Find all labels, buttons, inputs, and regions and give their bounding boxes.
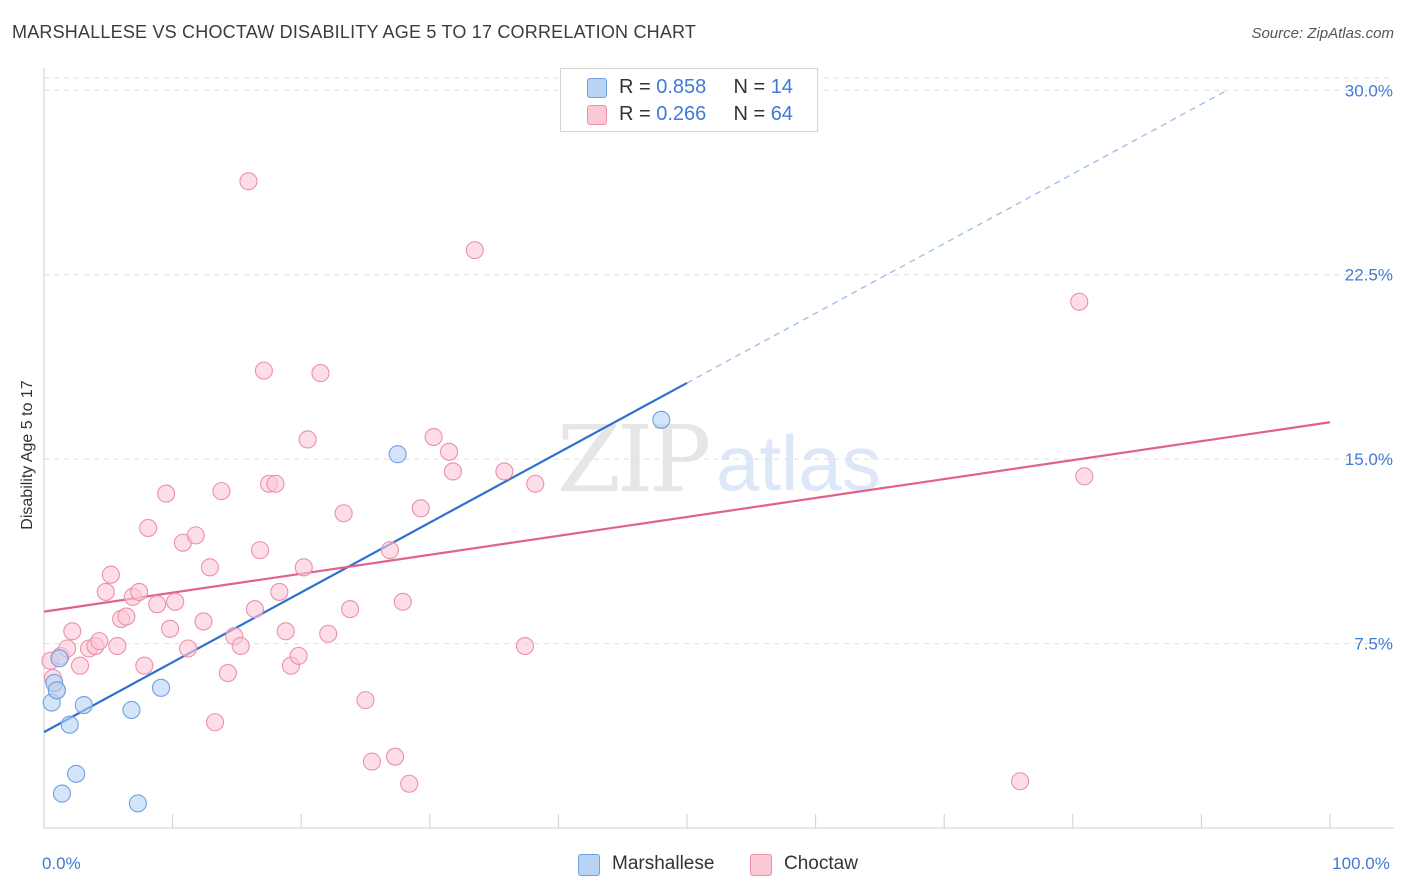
chart-title: MARSHALLESE VS CHOCTAW DISABILITY AGE 5 … bbox=[12, 22, 697, 42]
zipatlas-watermark: ZIP atlas bbox=[557, 406, 881, 513]
point-choctaw bbox=[424, 427, 443, 447]
point-choctaw bbox=[218, 664, 237, 683]
point-choctaw bbox=[239, 172, 258, 191]
point-choctaw bbox=[101, 565, 120, 584]
point-marshallese bbox=[122, 700, 141, 720]
point-choctaw bbox=[319, 624, 338, 643]
point-choctaw bbox=[166, 592, 185, 611]
point-marshallese bbox=[50, 649, 69, 668]
point-choctaw bbox=[1011, 772, 1030, 791]
point-choctaw bbox=[400, 774, 419, 793]
legend-r-value-choctaw: 0.266 bbox=[656, 103, 707, 125]
legend-n-value-choctaw: 64 bbox=[770, 103, 793, 125]
point-choctaw bbox=[63, 622, 82, 641]
point-choctaw bbox=[393, 592, 412, 611]
point-marshallese bbox=[74, 695, 93, 715]
point-marshallese bbox=[388, 445, 407, 464]
point-choctaw bbox=[266, 474, 285, 493]
y-tick-label: 30.0% bbox=[1345, 81, 1393, 100]
point-choctaw bbox=[276, 622, 295, 641]
point-choctaw bbox=[254, 361, 273, 380]
point-choctaw bbox=[160, 619, 180, 638]
point-choctaw bbox=[380, 541, 399, 560]
point-choctaw bbox=[194, 612, 213, 631]
point-choctaw bbox=[294, 558, 313, 577]
point-choctaw bbox=[289, 646, 308, 665]
point-marshallese bbox=[60, 715, 79, 734]
point-choctaw bbox=[526, 474, 545, 493]
point-choctaw bbox=[96, 582, 115, 601]
point-choctaw bbox=[245, 600, 264, 619]
x-tick-label: 0.0% bbox=[42, 854, 81, 873]
trend-lines bbox=[43, 89, 1331, 734]
point-choctaw bbox=[495, 462, 514, 481]
legend-r-value-marshallese: 0.858 bbox=[656, 76, 707, 98]
point-choctaw bbox=[1070, 292, 1089, 311]
point-choctaw bbox=[250, 541, 270, 560]
point-marshallese bbox=[67, 764, 86, 783]
legend-swatch-choctaw bbox=[750, 854, 772, 876]
point-choctaw bbox=[443, 462, 462, 481]
point-choctaw bbox=[186, 526, 205, 545]
grid-lines bbox=[44, 77, 1394, 645]
y-tick-label: 15.0% bbox=[1345, 450, 1393, 469]
point-choctaw bbox=[148, 595, 167, 614]
point-choctaw bbox=[117, 607, 136, 626]
point-marshallese bbox=[128, 794, 147, 813]
point-marshallese bbox=[652, 410, 671, 429]
legend-swatch-choctaw bbox=[587, 105, 607, 125]
watermark-atlas: atlas bbox=[716, 419, 881, 507]
y-tick-label: 7.5% bbox=[1354, 635, 1393, 654]
point-choctaw bbox=[465, 241, 484, 260]
point-choctaw bbox=[108, 636, 127, 656]
point-choctaw bbox=[386, 747, 405, 766]
point-choctaw bbox=[212, 482, 231, 501]
point-choctaw bbox=[298, 430, 317, 449]
legend-label-choctaw: Choctaw bbox=[784, 853, 858, 874]
source-label: Source: ZipAtlas.com bbox=[1251, 25, 1394, 42]
legend-n-value-marshallese: 14 bbox=[770, 76, 793, 98]
point-choctaw bbox=[205, 713, 225, 732]
point-choctaw bbox=[178, 639, 198, 658]
y-tick-label: 22.5% bbox=[1345, 266, 1393, 285]
point-choctaw bbox=[231, 636, 250, 656]
legend-label-marshallese: Marshallese bbox=[612, 853, 715, 874]
legend-r-label: R = bbox=[619, 76, 651, 98]
trend-line-marshallese bbox=[43, 381, 688, 734]
point-choctaw bbox=[270, 582, 289, 601]
point-choctaw bbox=[90, 632, 109, 651]
point-choctaw bbox=[70, 656, 90, 675]
point-choctaw bbox=[130, 582, 149, 601]
point-choctaw bbox=[362, 752, 381, 771]
point-choctaw bbox=[440, 442, 459, 461]
point-choctaw bbox=[515, 636, 535, 656]
point-choctaw bbox=[341, 600, 360, 619]
point-marshallese bbox=[151, 678, 171, 697]
point-choctaw bbox=[157, 484, 176, 503]
point-choctaw bbox=[135, 656, 154, 675]
legend-swatch-marshallese bbox=[587, 78, 607, 98]
tick-labels: 7.5% 15.0% 22.5% 30.0% 0.0% 100.0% bbox=[42, 81, 1393, 873]
point-choctaw bbox=[311, 364, 330, 383]
legend-n-label: N = bbox=[733, 103, 766, 125]
point-choctaw bbox=[411, 499, 430, 518]
legend-r-label: R = bbox=[619, 103, 651, 125]
legend-n-label: N = bbox=[733, 76, 766, 98]
point-choctaw bbox=[139, 518, 158, 538]
trend-line-choctaw bbox=[43, 421, 1331, 613]
trend-line-marshallese-extension bbox=[686, 89, 1228, 384]
data-points bbox=[41, 172, 1094, 813]
point-choctaw bbox=[356, 691, 375, 710]
point-choctaw bbox=[334, 504, 353, 523]
point-marshallese bbox=[52, 784, 72, 803]
x-tick-label: 100.0% bbox=[1332, 854, 1390, 873]
stats-legend: R = 0.858 N = 14 R = 0.266 N = 64 bbox=[560, 68, 818, 132]
point-choctaw bbox=[1075, 467, 1094, 486]
legend-swatch-marshallese bbox=[578, 854, 600, 876]
point-marshallese bbox=[47, 681, 66, 700]
point-choctaw bbox=[200, 558, 219, 577]
